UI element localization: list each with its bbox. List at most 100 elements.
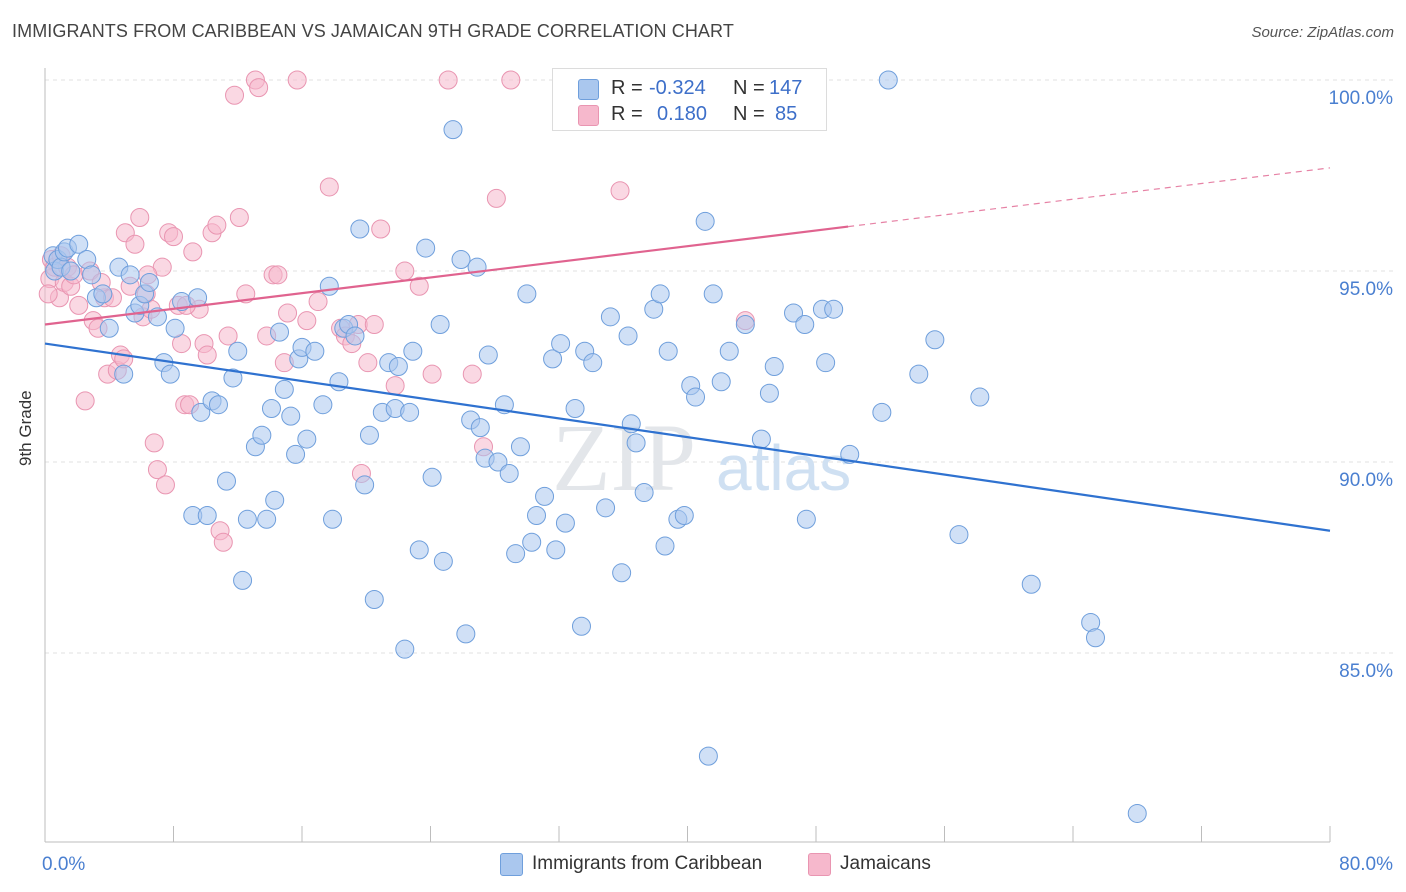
data-point-jamaicans [278,303,298,323]
data-point-caribbean [93,284,113,304]
data-point-caribbean [350,219,370,239]
data-point-caribbean [114,364,134,384]
data-point-jamaicans [69,295,89,315]
data-point-caribbean [816,353,836,373]
tick-labels: 100.0% 95.0% 90.0% 85.0% 0.0% 80.0% [42,88,1393,875]
data-point-caribbean [872,402,892,422]
trend-line-jamaicans-extension [848,167,1331,228]
data-point-jamaicans [486,188,506,208]
data-point-jamaicans [364,314,384,334]
data-point-caribbean [551,334,571,354]
data-point-caribbean [719,341,739,361]
stats-r-label: R = [611,77,643,99]
data-point-caribbean [197,505,217,525]
data-point-caribbean [751,429,771,449]
data-point-caribbean [600,307,620,327]
data-point-caribbean [323,509,343,529]
data-point-caribbean [252,425,272,445]
data-point-caribbean [208,395,228,415]
data-point-caribbean [522,532,542,552]
data-point-caribbean [400,402,420,422]
data-point-jamaicans [462,364,482,384]
data-point-caribbean [416,238,436,258]
legend-swatch-pink [808,853,831,876]
data-point-caribbean [478,345,498,365]
data-point-jamaicans [308,292,328,312]
legend: Immigrants from Caribbean Jamaicans [0,852,1406,878]
legend-label: Immigrants from Caribbean [532,853,763,874]
trend-line-caribbean [44,342,1331,532]
data-point-caribbean [364,590,384,610]
data-point-caribbean [265,490,285,510]
grid-layer [45,79,1395,654]
data-point-caribbean [61,261,81,281]
data-point-caribbean [795,314,815,334]
y-axis-label: 9th Grade [16,390,35,466]
data-point-caribbean [228,341,248,361]
data-point-jamaicans [144,433,164,453]
data-point-caribbean [430,314,450,334]
data-point-caribbean [686,387,706,407]
stats-row-jamaicans: R = 0.180 N = 85 [553,101,826,129]
data-point-caribbean [784,303,804,323]
data-point-jamaicans [183,242,203,262]
data-point-caribbean [433,551,453,571]
data-point-caribbean [510,437,530,457]
data-point-jamaicans [249,78,269,98]
data-point-caribbean [403,341,423,361]
data-point-caribbean [191,402,211,422]
data-point-caribbean [160,364,180,384]
data-point-jamaicans [147,460,167,480]
data-point-caribbean [535,486,555,506]
data-point-caribbean [1021,574,1041,594]
x-tick-label: 80.0% [1339,854,1393,875]
data-point-caribbean [759,383,779,403]
stats-r-label: R = [611,103,643,125]
data-point-caribbean [517,284,537,304]
watermark-atlas: atlas [716,432,851,504]
stats-n-value: 147 [769,77,803,99]
data-point-caribbean [345,326,365,346]
stats-box: R = -0.324 N = 147 R = 0.180 N = 85 [552,68,827,131]
data-point-caribbean [596,498,616,518]
data-point-caribbean [612,563,632,583]
data-point-caribbean [69,234,89,254]
data-point-caribbean [261,399,281,419]
data-point-caribbean [583,353,603,373]
data-point-jamaicans [297,311,317,331]
chart-title: IMMIGRANTS FROM CARIBBEAN VS JAMAICAN 9T… [12,21,734,41]
data-point-caribbean [139,272,159,292]
data-point-caribbean [546,540,566,560]
stats-n-value: 85 [775,103,798,125]
data-point-jamaicans [287,70,307,90]
data-point-caribbean [359,425,379,445]
data-point-caribbean [698,746,718,766]
data-point-caribbean [297,429,317,449]
data-point-caribbean [925,330,945,350]
data-point-caribbean [1127,803,1147,823]
data-point-caribbean [543,349,563,369]
data-point-jamaicans [610,181,630,201]
data-point-jamaicans [371,219,391,239]
data-point-caribbean [488,452,508,472]
data-point-caribbean [618,326,638,346]
data-point-caribbean [233,570,253,590]
legend-swatch-blue [500,853,523,876]
x-tick-label: 0.0% [42,854,85,875]
source-credit: Source: ZipAtlas.com [1251,24,1394,41]
data-point-jamaicans [225,85,245,105]
y-tick-label: 100.0% [1329,88,1394,109]
data-point-caribbean [840,444,860,464]
data-point-jamaicans [125,234,145,254]
data-point-caribbean [571,616,591,636]
y-tick-label: 85.0% [1339,661,1393,682]
data-point-caribbean [319,276,339,296]
data-point-jamaicans [395,261,415,281]
data-point-caribbean [655,536,675,556]
watermark: ZIP atlas [552,404,851,511]
data-point-caribbean [257,509,277,529]
data-point-caribbean [120,265,140,285]
trend-line-jamaicans [44,225,849,326]
data-point-jamaicans [422,364,442,384]
stats-n-label: N = [733,103,765,125]
